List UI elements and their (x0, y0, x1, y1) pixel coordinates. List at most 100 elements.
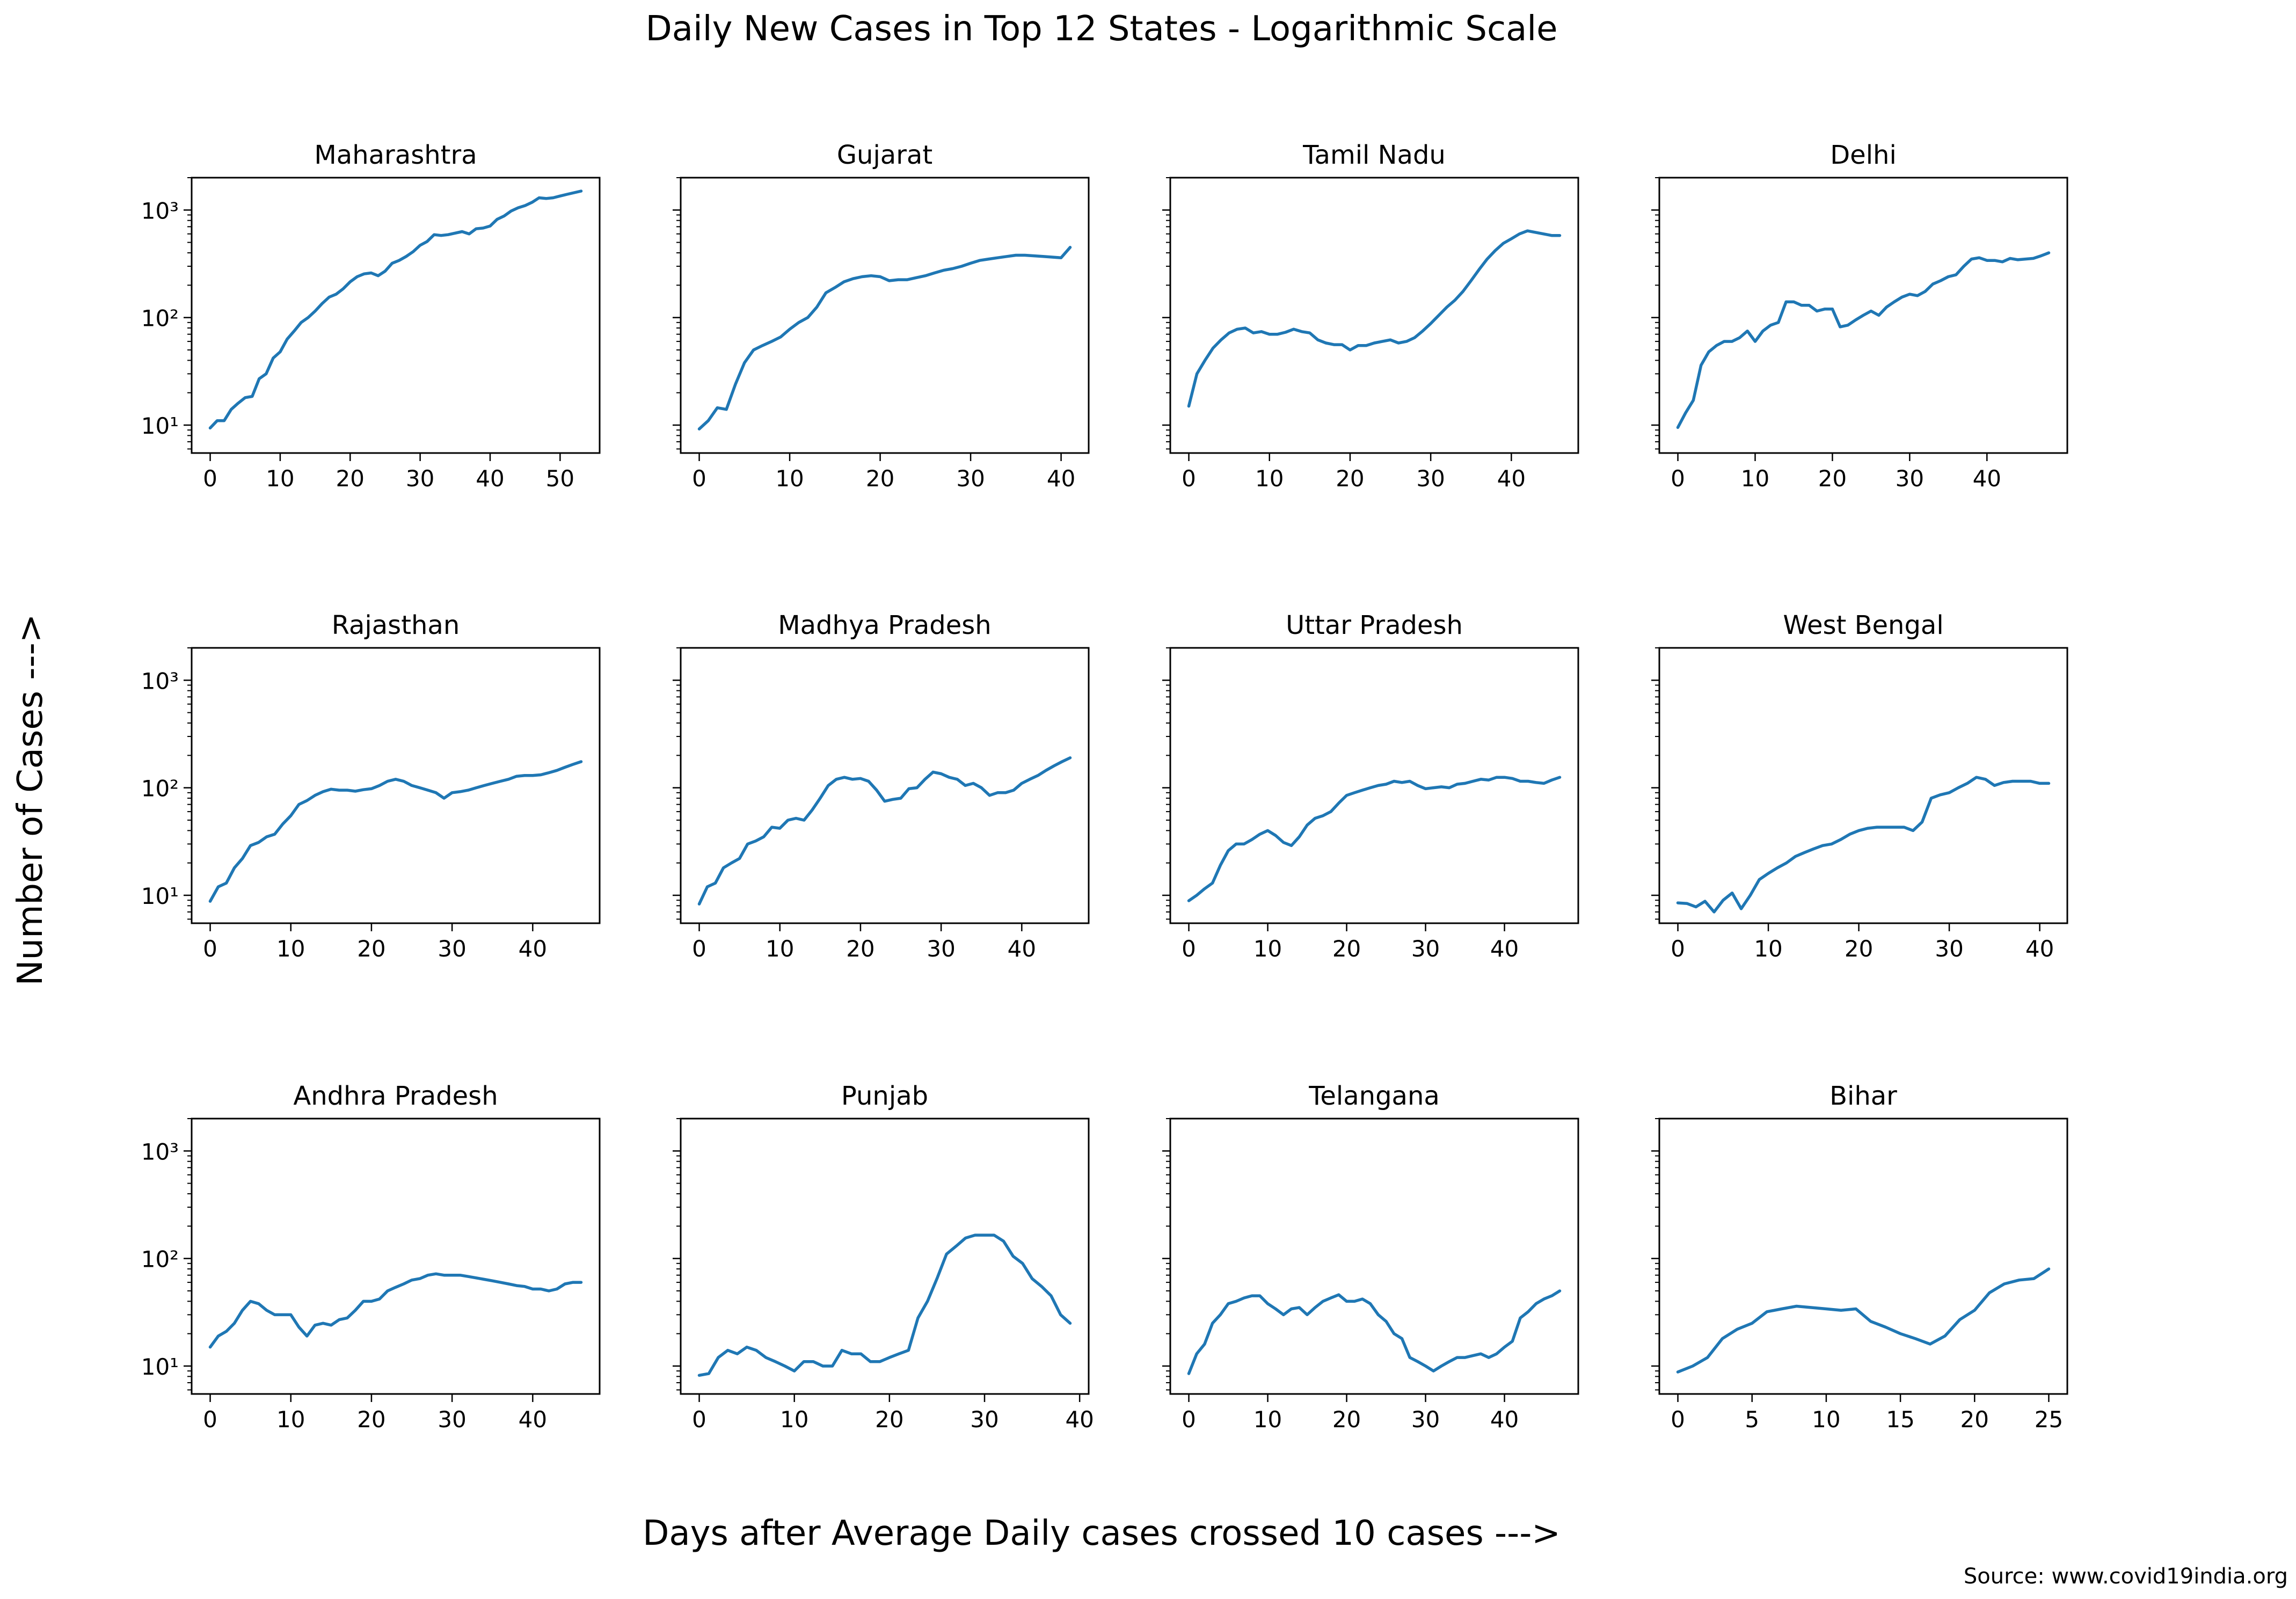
x-tick-label: 30 (406, 465, 434, 492)
subplot-madhya-pradesh: Madhya Pradesh 0 10 20 30 40 (673, 610, 1090, 962)
series-line-tamil-nadu (1187, 229, 1562, 408)
x-tick-label: 20 (1332, 1406, 1361, 1433)
source-note: Source: www.covid19india.org (1964, 1564, 2288, 1589)
x-tick-label: 20 (357, 936, 385, 962)
subplot-title: Tamil Nadu (1302, 140, 1446, 170)
series-line-punjab (697, 1233, 1072, 1377)
x-tick-label: 40 (1973, 465, 2001, 492)
x-tick-label: 20 (1332, 936, 1361, 962)
subplot-title: Andhra Pradesh (293, 1081, 498, 1111)
x-tick-label: 40 (2025, 936, 2054, 962)
x-tick-label: 20 (846, 936, 874, 962)
x-tick-label: 25 (2035, 1406, 2063, 1433)
x-tick-label: 40 (1047, 465, 1075, 492)
subplot-rajasthan: Rajasthan 10¹ 10² 10³ 0 10 20 30 40 (141, 610, 601, 962)
y-axis-label: Number of Cases ---> (11, 614, 50, 986)
x-tick-label: 20 (866, 465, 894, 492)
plot-frame (191, 1118, 601, 1395)
x-tick-label: 30 (1896, 465, 1924, 492)
x-tick-label: 50 (546, 465, 574, 492)
y-tick-label: 10² (141, 1246, 179, 1273)
x-tick-label: 0 (1182, 465, 1196, 492)
x-tick-label: 10 (266, 465, 294, 492)
x-tick-label: 30 (956, 465, 985, 492)
x-tick-label: 20 (1336, 465, 1364, 492)
x-tick-label: 20 (1845, 936, 1873, 962)
series-line-rajasthan (208, 760, 583, 903)
subplot-telangana: Telangana 0 10 20 30 40 (1162, 1081, 1579, 1433)
x-tick-label: 10 (276, 1406, 305, 1433)
x-tick-label: 10 (1754, 936, 1782, 962)
y-tick-label: 10¹ (141, 1354, 179, 1380)
subplot-title: Bihar (1829, 1081, 1897, 1111)
series-line-bihar (1676, 1267, 2051, 1374)
x-tick-label: 20 (1960, 1406, 1989, 1433)
series-line-andhra-pradesh (208, 1272, 583, 1349)
x-tick-label: 10 (775, 465, 804, 492)
subplot-title: Madhya Pradesh (778, 610, 991, 640)
subplot-title: Rajasthan (332, 610, 460, 640)
y-tick-label: 10³ (141, 1138, 179, 1165)
x-tick-label: 10 (780, 1406, 808, 1433)
x-tick-label: 15 (1886, 1406, 1914, 1433)
figure-title: Daily New Cases in Top 12 States - Logar… (646, 9, 1558, 49)
x-tick-label: 0 (692, 465, 706, 492)
plot-frame (1169, 177, 1579, 454)
x-tick-label: 20 (875, 1406, 903, 1433)
x-tick-label: 10 (1741, 465, 1769, 492)
subplot-uttar-pradesh: Uttar Pradesh 0 10 20 30 40 (1162, 610, 1579, 962)
subplot-title: Maharashtra (314, 140, 477, 170)
y-tick-label: 10¹ (141, 413, 179, 439)
x-tick-label: 30 (927, 936, 955, 962)
plot-frame (1658, 1118, 2068, 1395)
x-tick-label: 30 (1411, 936, 1440, 962)
x-tick-label: 20 (357, 1406, 385, 1433)
x-tick-label: 0 (692, 936, 706, 962)
x-tick-label: 10 (1812, 1406, 1840, 1433)
series-line-gujarat (697, 246, 1072, 430)
plot-frame (680, 177, 1090, 454)
x-tick-label: 0 (203, 465, 217, 492)
y-tick-label: 10³ (141, 668, 179, 694)
x-tick-label: 40 (1497, 465, 1526, 492)
series-line-delhi (1676, 251, 2051, 429)
subplot-title: Telangana (1308, 1081, 1440, 1111)
subplot-bihar: Bihar 0 5 10 15 20 25 (1651, 1081, 2068, 1433)
subplot-tamil-nadu: Tamil Nadu 0 10 20 30 40 (1162, 140, 1579, 492)
x-tick-label: 0 (1182, 1406, 1196, 1433)
x-tick-label: 0 (1671, 1406, 1685, 1433)
plot-frame (1169, 647, 1579, 924)
x-tick-label: 10 (1253, 936, 1282, 962)
plot-frame (1169, 1118, 1579, 1395)
x-tick-label: 0 (692, 1406, 706, 1433)
x-tick-label: 40 (1490, 1406, 1519, 1433)
subplot-west-bengal: West Bengal 0 10 20 30 40 (1651, 610, 2068, 962)
x-tick-label: 30 (438, 936, 466, 962)
series-line-madhya-pradesh (697, 756, 1072, 906)
x-tick-label: 40 (519, 1406, 547, 1433)
subplot-andhra-pradesh: Andhra Pradesh 10¹ 10² 10³ 0 10 20 30 40 (141, 1081, 601, 1433)
y-tick-label: 10² (141, 305, 179, 332)
subplot-title: Gujarat (837, 140, 932, 170)
y-tick-label: 10² (141, 776, 179, 802)
subplot-gujarat: Gujarat 0 10 20 30 40 (673, 140, 1090, 492)
y-tick-label: 10¹ (141, 883, 179, 909)
subplot-maharashtra: Maharashtra 10¹ 10² 10³ 0 10 20 30 40 50 (141, 140, 601, 492)
x-axis-label: Days after Average Daily cases crossed 1… (643, 1514, 1561, 1553)
x-tick-label: 0 (1671, 465, 1685, 492)
x-tick-label: 30 (1411, 1406, 1440, 1433)
series-line-uttar-pradesh (1187, 776, 1562, 902)
x-tick-label: 10 (276, 936, 305, 962)
y-tick-label: 10³ (141, 198, 179, 224)
x-tick-label: 0 (1671, 936, 1685, 962)
x-tick-label: 5 (1745, 1406, 1759, 1433)
subplot-punjab: Punjab 0 10 20 30 40 (673, 1081, 1094, 1433)
plot-frame (1658, 647, 2068, 924)
series-line-telangana (1187, 1289, 1562, 1375)
x-tick-label: 10 (1255, 465, 1284, 492)
x-tick-label: 30 (1416, 465, 1445, 492)
subplot-title: Uttar Pradesh (1286, 610, 1463, 640)
subplot-title: Punjab (841, 1081, 928, 1111)
